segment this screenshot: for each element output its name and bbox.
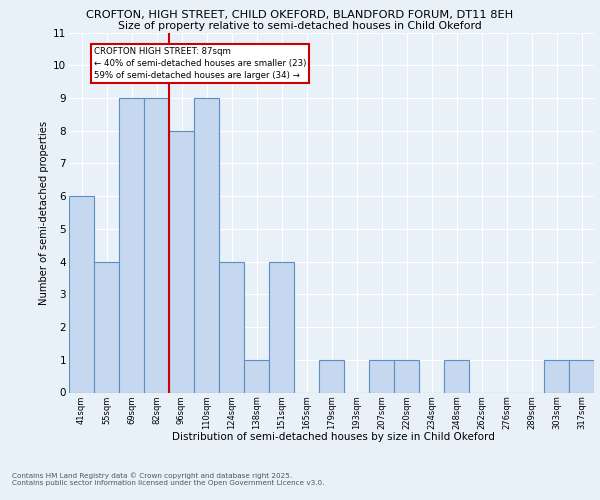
Bar (169, 130, 194, 392)
Text: CROFTON HIGH STREET: 87sqm
← 40% of semi-detached houses are smaller (23)
59% of: CROFTON HIGH STREET: 87sqm ← 40% of semi… (94, 47, 307, 80)
Text: CROFTON, HIGH STREET, CHILD OKEFORD, BLANDFORD FORUM, DT11 8EH: CROFTON, HIGH STREET, CHILD OKEFORD, BLA… (86, 10, 514, 20)
Text: Contains HM Land Registry data © Crown copyright and database right 2025.
Contai: Contains HM Land Registry data © Crown c… (12, 472, 325, 486)
Bar (444, 360, 469, 392)
Y-axis label: Number of semi-detached properties: Number of semi-detached properties (39, 120, 49, 304)
Bar (369, 360, 394, 392)
Bar (269, 262, 294, 392)
Bar (219, 262, 244, 392)
Bar (244, 360, 269, 392)
Bar (119, 98, 144, 392)
Bar (194, 98, 219, 392)
Text: Size of property relative to semi-detached houses in Child Okeford: Size of property relative to semi-detach… (118, 21, 482, 31)
Bar (394, 360, 419, 392)
Bar (144, 98, 169, 392)
Bar (544, 360, 569, 392)
Bar (94, 262, 119, 392)
Bar (569, 360, 594, 392)
Bar (319, 360, 344, 392)
Bar (69, 196, 94, 392)
Text: Distribution of semi-detached houses by size in Child Okeford: Distribution of semi-detached houses by … (172, 432, 494, 442)
